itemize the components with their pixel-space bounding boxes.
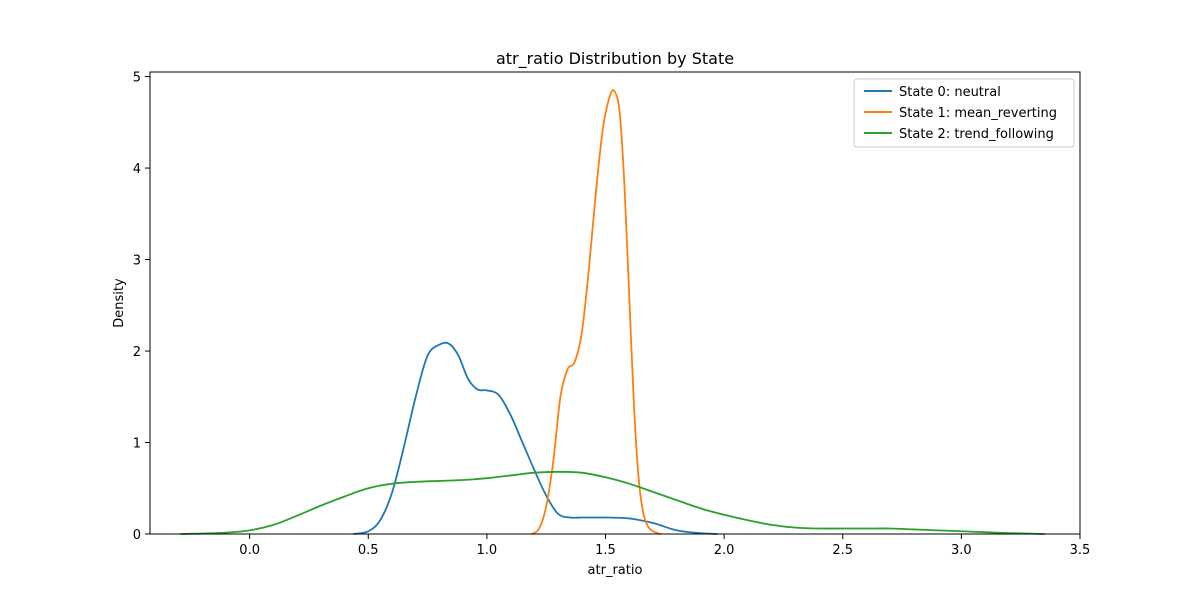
series-layer <box>179 89 1046 535</box>
legend-entry-0: State 0: neutral <box>899 85 1001 100</box>
y-tick-label: 1 <box>133 437 141 452</box>
legend-entry-1: State 1: mean_reverting <box>899 106 1057 121</box>
x-tick-label: 1.5 <box>595 543 616 558</box>
y-tick-label: 2 <box>133 345 141 360</box>
y-axis: 0 1 2 3 4 5 <box>133 71 150 543</box>
x-tick-label: 2.5 <box>832 543 853 558</box>
x-tick-label: 0.0 <box>239 543 260 558</box>
y-axis-label: Density <box>112 278 127 328</box>
y-tick-label: 0 <box>133 528 141 543</box>
legend-box <box>853 78 1075 148</box>
series-line-1 <box>531 89 661 535</box>
chart-title: atr_ratio Distribution by State <box>496 49 734 69</box>
x-tick-label: 3.5 <box>1070 543 1091 558</box>
x-axis: 0.0 0.5 1.0 1.5 2.0 2.5 3.0 3.5 <box>239 534 1090 558</box>
x-tick-label: 0.5 <box>358 543 379 558</box>
legend-entry-2: State 2: trend_following <box>899 127 1054 142</box>
y-tick-label: 5 <box>133 71 141 86</box>
x-tick-label: 2.0 <box>714 543 735 558</box>
y-tick-label: 3 <box>133 254 141 269</box>
x-axis-label: atr_ratio <box>588 563 643 578</box>
y-tick-label: 4 <box>133 162 141 177</box>
series-line-2 <box>179 470 1046 535</box>
x-tick-label: 1.0 <box>477 543 498 558</box>
x-tick-label: 3.0 <box>951 543 972 558</box>
plot-area-frame <box>149 71 1081 535</box>
legend: State 0: neutral State 1: mean_reverting… <box>853 78 1075 148</box>
series-line-0 <box>353 341 718 535</box>
